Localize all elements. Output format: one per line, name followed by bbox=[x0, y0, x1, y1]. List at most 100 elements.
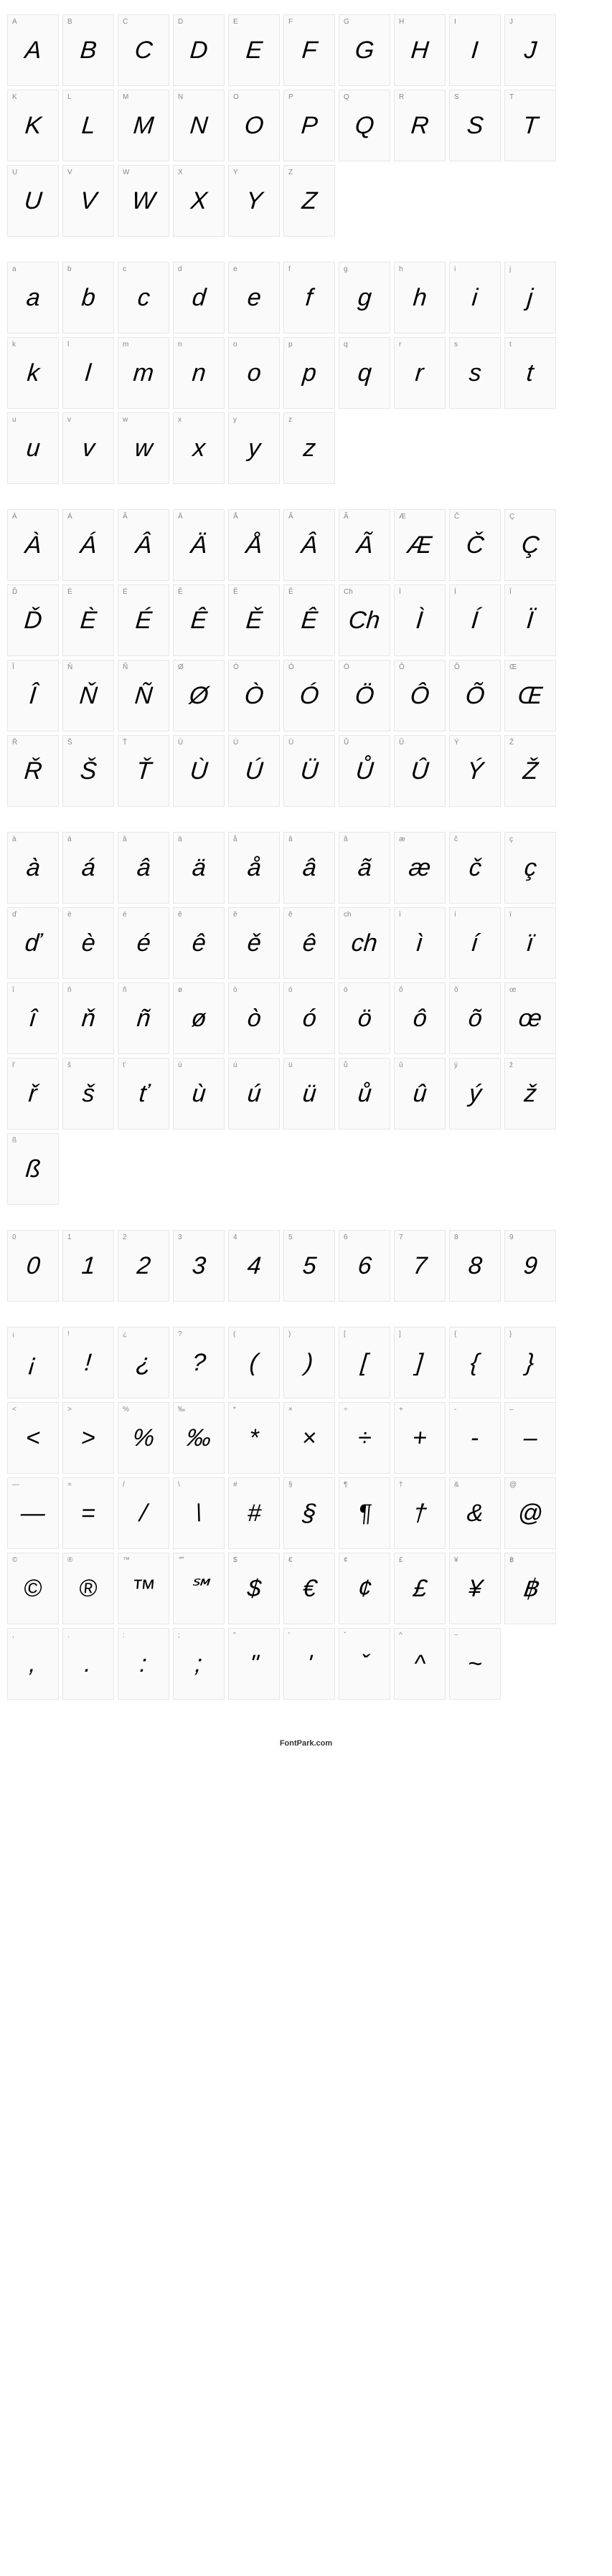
character-cell: ãã bbox=[339, 832, 390, 904]
character-glyph: t bbox=[526, 361, 535, 385]
character-glyph: ® bbox=[78, 1576, 98, 1601]
character-cell: ~~ bbox=[449, 1628, 501, 1700]
character-cell: åå bbox=[228, 832, 280, 904]
character-glyph: N bbox=[189, 113, 209, 138]
character-label: ^ bbox=[399, 1632, 402, 1639]
character-glyph: Õ bbox=[464, 683, 485, 708]
character-cell: :: bbox=[118, 1628, 169, 1700]
character-label: ò bbox=[233, 986, 237, 994]
character-cell: ££ bbox=[394, 1553, 446, 1624]
character-cell: // bbox=[118, 1477, 169, 1549]
character-glyph: č bbox=[468, 856, 482, 880]
character-cell: ‰‰ bbox=[173, 1402, 225, 1474]
character-glyph: E bbox=[245, 38, 263, 62]
character-glyph: ; bbox=[194, 1652, 203, 1676]
character-label: Ť bbox=[123, 739, 127, 747]
character-cell: ll bbox=[62, 337, 114, 409]
character-label: @ bbox=[509, 1481, 517, 1489]
character-glyph: ÷ bbox=[357, 1426, 372, 1450]
character-label: Č bbox=[454, 513, 459, 521]
character-glyph: ¥ bbox=[467, 1576, 483, 1601]
character-cell: ¡¡ bbox=[7, 1327, 59, 1398]
character-label: ß bbox=[12, 1137, 17, 1145]
character-cell: 77 bbox=[394, 1230, 446, 1302]
character-glyph: B bbox=[79, 38, 98, 62]
character-cell: yy bbox=[228, 412, 280, 484]
character-cell: nn bbox=[173, 337, 225, 409]
character-cell: ññ bbox=[118, 982, 169, 1054]
character-cell: ®® bbox=[62, 1553, 114, 1624]
character-label: u bbox=[12, 416, 17, 424]
character-label: ù bbox=[178, 1061, 182, 1069]
character-cell: KK bbox=[7, 90, 59, 161]
character-glyph: ü bbox=[301, 1081, 317, 1106]
character-cell: 99 bbox=[504, 1230, 556, 1302]
character-label: œ bbox=[509, 986, 516, 994]
character-label: — bbox=[12, 1481, 19, 1489]
character-label: ç bbox=[509, 835, 513, 843]
character-glyph: ê bbox=[301, 931, 317, 955]
character-glyph: F bbox=[301, 38, 318, 62]
character-glyph: ě bbox=[246, 931, 262, 955]
character-glyph: \ bbox=[194, 1501, 203, 1525]
character-cell: áá bbox=[62, 832, 114, 904]
character-label: A bbox=[12, 18, 17, 26]
character-label: S bbox=[454, 93, 459, 101]
character-label: \ bbox=[178, 1481, 180, 1489]
character-label: ฿ bbox=[509, 1556, 514, 1564]
character-cell: –– bbox=[504, 1402, 556, 1474]
character-label: 9 bbox=[509, 1233, 514, 1241]
character-cell: ÚÚ bbox=[228, 735, 280, 807]
character-label: å bbox=[233, 835, 237, 843]
character-label: : bbox=[123, 1632, 125, 1639]
character-label: Ň bbox=[67, 663, 72, 671]
character-cell: ää bbox=[173, 832, 225, 904]
character-cell: ¿¿ bbox=[118, 1327, 169, 1398]
character-cell: AA bbox=[7, 14, 59, 86]
character-glyph: # bbox=[246, 1501, 262, 1525]
character-cell: ÅÅ bbox=[228, 509, 280, 581]
character-glyph: Ñ bbox=[133, 683, 154, 708]
character-label: ¢ bbox=[344, 1556, 348, 1564]
character-label: Ê bbox=[288, 588, 293, 596]
character-label: V bbox=[67, 169, 72, 176]
character-glyph: ö bbox=[357, 1006, 372, 1031]
character-label: 8 bbox=[454, 1233, 458, 1241]
character-label: É bbox=[123, 588, 128, 596]
character-glyph: w bbox=[133, 436, 154, 460]
character-glyph: Î bbox=[29, 683, 37, 708]
character-cell: ÒÒ bbox=[228, 660, 280, 731]
character-glyph: å bbox=[246, 856, 262, 880]
character-label: 7 bbox=[399, 1233, 403, 1241]
character-glyph: í bbox=[471, 931, 479, 955]
character-label: & bbox=[454, 1481, 459, 1489]
character-glyph: Â bbox=[300, 533, 319, 557]
character-glyph: œ bbox=[517, 1006, 542, 1031]
character-label: l bbox=[67, 341, 69, 349]
character-cell: ss bbox=[449, 337, 501, 409]
character-cell: ™™ bbox=[118, 1553, 169, 1624]
character-glyph: Ä bbox=[189, 533, 208, 557]
character-label: 5 bbox=[288, 1233, 293, 1241]
character-glyph: 0 bbox=[25, 1254, 41, 1278]
character-label: Z bbox=[288, 169, 293, 176]
character-label: à bbox=[12, 835, 17, 843]
character-glyph: 2 bbox=[136, 1254, 151, 1278]
character-glyph: Á bbox=[79, 533, 98, 557]
character-label: â bbox=[288, 835, 293, 843]
character-section: ¡¡!!¿¿??(())[[]]{{}}<<>>%%‰‰**××÷÷++--––… bbox=[7, 1327, 605, 1700]
character-glyph: a bbox=[25, 285, 41, 310]
character-glyph: Ï bbox=[526, 608, 535, 633]
character-label: Ď bbox=[12, 588, 17, 596]
character-glyph: A bbox=[24, 38, 42, 62]
character-glyph: l bbox=[85, 361, 93, 385]
character-label: ť bbox=[123, 1061, 126, 1069]
character-glyph: Ch bbox=[348, 608, 381, 633]
character-cell: uu bbox=[7, 412, 59, 484]
character-glyph: Ě bbox=[245, 608, 263, 633]
character-cell: EE bbox=[228, 14, 280, 86]
character-label: ï bbox=[509, 911, 512, 919]
character-label: 6 bbox=[344, 1233, 348, 1241]
character-label: À bbox=[12, 513, 17, 521]
character-glyph: ť bbox=[138, 1081, 149, 1106]
